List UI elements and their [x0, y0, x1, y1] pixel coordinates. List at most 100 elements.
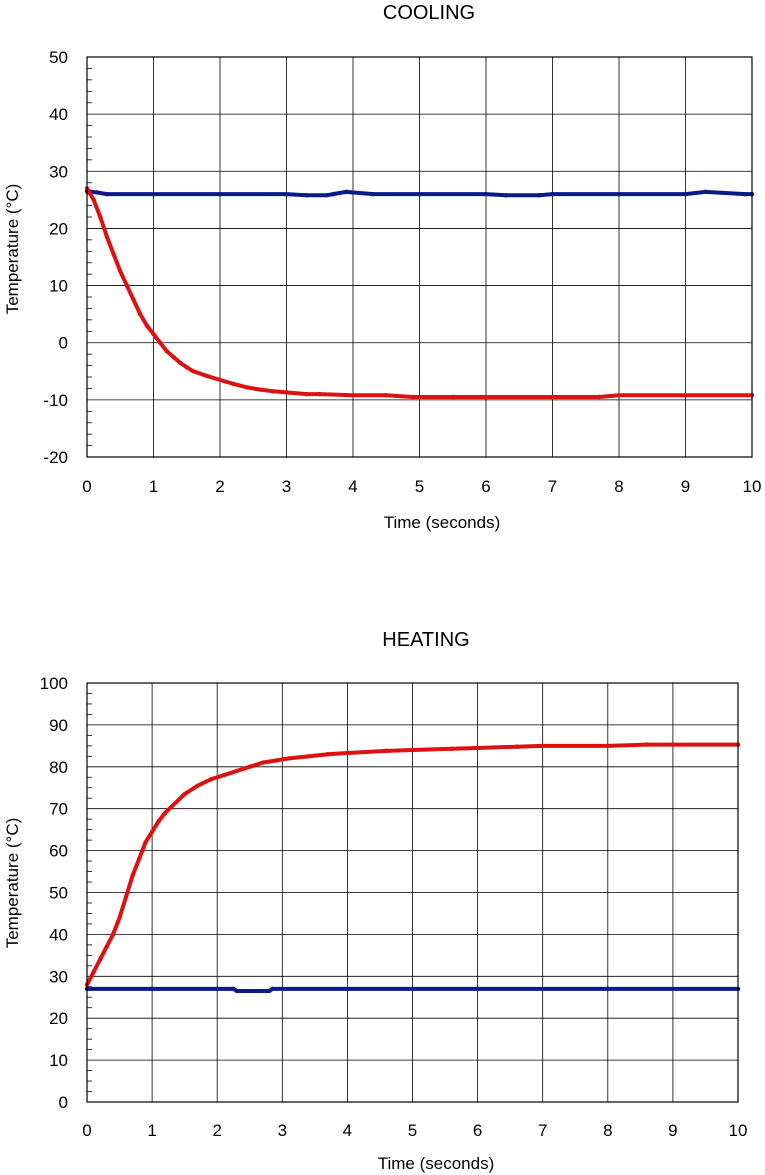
- cooling-series-point: [144, 323, 150, 328]
- cooling-minor-ticks: [87, 68, 92, 446]
- heating-series-point: [234, 768, 239, 774]
- heating-series-point: [110, 932, 116, 937]
- heating-series-point: [605, 743, 610, 749]
- cooling-series-point: [104, 234, 110, 240]
- heating-series-point: [149, 829, 155, 834]
- heating-series-point: [345, 750, 350, 756]
- cooling-series-line-red: [85, 186, 754, 399]
- heating-series-point: [514, 744, 519, 749]
- heating-x-tick-label: 5: [408, 1121, 417, 1140]
- heating-series-point: [540, 743, 545, 749]
- heating-series-point: [149, 986, 155, 992]
- heating-y-tick-label: 20: [49, 1009, 68, 1028]
- cooling-series-point: [91, 197, 96, 203]
- cooling-series-point: [177, 360, 183, 365]
- heating-series-point: [286, 756, 292, 761]
- cooling-y-tick-label: 0: [59, 334, 68, 353]
- heating-series-point: [231, 986, 236, 992]
- cooling-x-tick-label: 5: [415, 477, 424, 496]
- cooling-series-point: [138, 311, 143, 317]
- heating-series-point: [208, 777, 213, 782]
- heating-chart: HEATING 0 1 2 3 4 5 6 7 8 9 10 0 10 20 30 40 50 60 70 80 90…: [3, 629, 747, 1173]
- cooling-series-point: [284, 191, 289, 197]
- heating-y-tick-label: 80: [49, 758, 68, 777]
- heating-y-tick-label: 10: [49, 1051, 68, 1070]
- heating-series-line-red: [85, 742, 740, 987]
- heating-series-point: [123, 894, 129, 899]
- cooling-series-point: [550, 191, 555, 197]
- heating-series-point: [267, 988, 272, 994]
- cooling-chart: COOLING 0 1 2 3 4 5 6 7 8 9 10 -20 -10 0 10 20 30 40 50 T…: [3, 2, 761, 532]
- cooling-series-point: [703, 189, 708, 195]
- heating-series-point: [270, 986, 275, 992]
- heating-series-point: [670, 742, 676, 747]
- heating-series-point: [475, 986, 480, 992]
- heating-series-point: [605, 986, 610, 992]
- cooling-series-point: [244, 385, 249, 390]
- heating-y-tick-labels: 0 10 20 30 40 50 60 70 80 90 100: [40, 674, 68, 1112]
- heating-series-point: [273, 758, 278, 763]
- heating-x-tick-label: 2: [212, 1121, 221, 1140]
- heating-y-tick-label: 40: [49, 925, 68, 944]
- cooling-x-tick-label: 1: [149, 477, 158, 496]
- cooling-series-point: [344, 189, 349, 195]
- cooling-series-point: [204, 373, 209, 379]
- cooling-series-point: [350, 393, 356, 398]
- cooling-series-point: [124, 283, 130, 288]
- heating-x-axis-label: Time (seconds): [378, 1154, 495, 1173]
- cooling-grid: [87, 57, 752, 457]
- cooling-y-tick-label: -10: [43, 391, 68, 410]
- heating-series-point: [215, 986, 220, 992]
- cooling-series-point: [616, 393, 622, 398]
- cooling-series-point: [330, 191, 336, 197]
- heating-y-tick-label: 60: [49, 842, 68, 861]
- heating-series-point: [169, 804, 174, 809]
- cooling-series-point: [616, 191, 622, 197]
- cooling-y-tick-label: 40: [49, 105, 68, 124]
- heating-x-tick-labels: 0 1 2 3 4 5 6 7 8 9 10: [82, 1121, 747, 1140]
- cooling-series-point: [104, 191, 110, 197]
- cooling-series-point: [164, 349, 169, 354]
- heating-series-point: [247, 764, 252, 769]
- cooling-series-point: [217, 377, 223, 383]
- cooling-x-tick-label: 7: [548, 477, 557, 496]
- cooling-y-tick-label: 50: [49, 48, 68, 67]
- cooling-series-point: [171, 354, 176, 360]
- heating-series-point: [345, 986, 350, 992]
- heating-y-tick-label: 100: [40, 674, 68, 693]
- heating-chart-title: HEATING: [382, 629, 469, 651]
- heating-series-point: [325, 752, 331, 757]
- heating-series-line-blue: [85, 986, 740, 993]
- heating-series-point: [182, 791, 187, 797]
- heating-x-tick-label: 10: [729, 1121, 748, 1140]
- heating-y-tick-label: 0: [59, 1093, 68, 1112]
- cooling-series-point: [417, 191, 422, 197]
- cooling-series-point: [157, 340, 163, 345]
- cooling-x-tick-label: 3: [282, 477, 291, 496]
- cooling-series-point: [537, 193, 542, 198]
- cooling-x-tick-label: 2: [215, 477, 224, 496]
- heating-y-axis-label: Temperature (°C): [3, 818, 22, 949]
- heating-x-tick-label: 3: [278, 1121, 287, 1140]
- cooling-y-tick-labels: -20 -10 0 10 20 30 40 50: [43, 48, 68, 467]
- heating-series-group: [84, 742, 741, 994]
- cooling-series-point: [118, 269, 123, 274]
- cooling-x-tick-label: 10: [743, 477, 762, 496]
- cooling-x-tick-label: 9: [681, 477, 690, 496]
- cooling-y-tick-label: 20: [49, 219, 68, 238]
- heating-x-tick-label: 9: [668, 1121, 677, 1140]
- cooling-x-tick-label: 8: [614, 477, 623, 496]
- heating-series-point: [195, 783, 200, 788]
- cooling-series-point: [151, 331, 156, 337]
- heating-series-point: [104, 944, 109, 950]
- cooling-series-point: [191, 369, 196, 374]
- heating-grid: [87, 683, 738, 1102]
- cooling-series-point: [304, 193, 309, 198]
- cooling-series-point: [217, 191, 223, 197]
- cooling-series-point: [683, 191, 688, 197]
- heating-x-tick-label: 8: [603, 1121, 612, 1140]
- cooling-series-point: [257, 387, 263, 392]
- heating-series-point: [117, 915, 122, 920]
- cooling-x-tick-label: 0: [82, 477, 91, 496]
